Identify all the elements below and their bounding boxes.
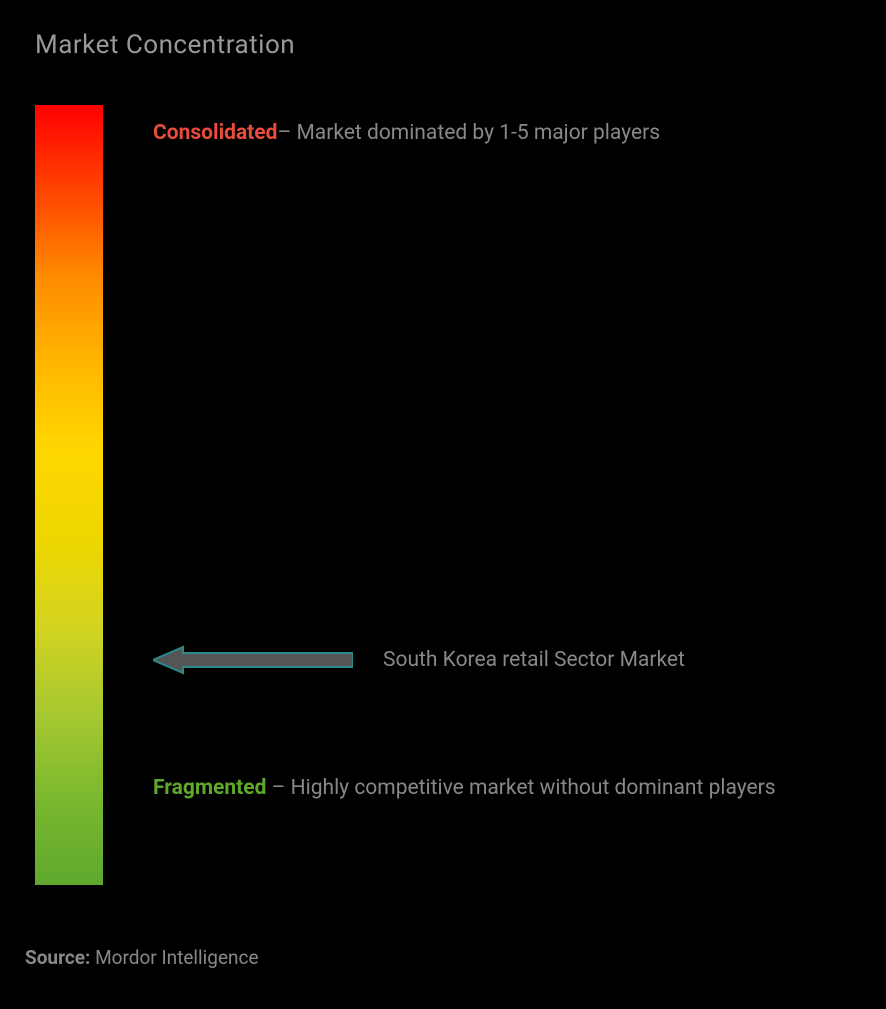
page-title: Market Concentration	[35, 30, 851, 60]
fragmented-key: Fragmented	[153, 776, 266, 800]
consolidated-key: Consolidated	[153, 121, 277, 145]
fragmented-desc: – Highly competitive market without domi…	[266, 776, 775, 800]
consolidated-label: Consolidated– Market dominated by 1-5 ma…	[153, 110, 660, 156]
source-value: Mordor Intelligence	[90, 946, 258, 969]
arrow-svg	[153, 645, 353, 675]
source-label: Source:	[25, 946, 90, 969]
arrow-polygon	[153, 647, 353, 673]
concentration-gradient-bar	[35, 105, 103, 885]
infographic-container: Market Concentration Consolidated– Marke…	[0, 0, 886, 1009]
labels-area: Consolidated– Market dominated by 1-5 ma…	[153, 105, 851, 905]
market-arrow-block: South Korea retail Sector Market	[153, 645, 685, 675]
arrow-icon	[153, 645, 353, 675]
fragmented-label: Fragmented – Highly competitive market w…	[153, 765, 776, 811]
consolidated-desc: – Market dominated by 1-5 major players	[277, 121, 660, 145]
content-area: Consolidated– Market dominated by 1-5 ma…	[35, 105, 851, 905]
source-attribution: Source: Mordor Intelligence	[25, 946, 259, 969]
arrow-label: South Korea retail Sector Market	[383, 648, 685, 672]
